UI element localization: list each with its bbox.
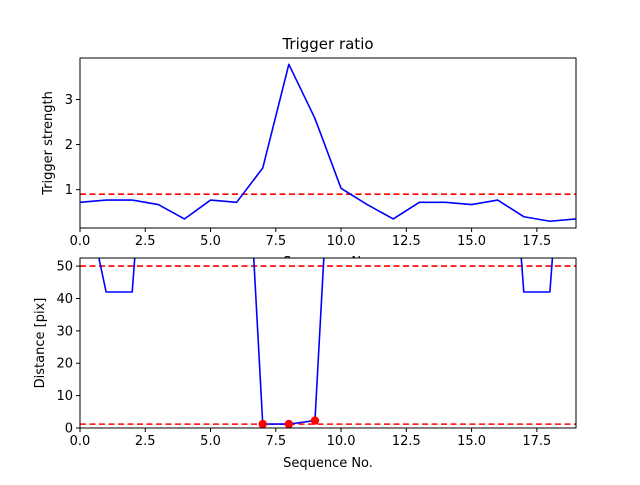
x-tick-label: 10.0 — [327, 434, 356, 449]
x-tick-label: 12.5 — [392, 234, 421, 249]
x-tick-label: 12.5 — [392, 434, 421, 449]
marked-point — [258, 419, 267, 428]
axis-ticks: 0.0 2.5 5.0 7.5 10.0 12.5 15.0 17.5 0 10 20 30 40 50 — [56, 260, 551, 449]
x-tick-label: 15.0 — [457, 234, 486, 249]
x-tick-label: 5.0 — [200, 234, 221, 249]
distance-chart: Distance [pix] Sequence No. 0.0 2.5 5.0 7.5… — [33, 257, 577, 471]
x-tick-label: 5.0 — [200, 434, 221, 449]
chart-title: Trigger ratio — [281, 35, 373, 53]
x-tick-label: 7.5 — [265, 434, 286, 449]
plot-area — [80, 258, 576, 428]
y-tick-label: 10 — [56, 389, 73, 404]
x-tick-label: 10.0 — [327, 234, 356, 249]
plot-area — [80, 63, 576, 223]
y-tick-label: 0 — [65, 422, 73, 437]
y-tick-label: 50 — [56, 260, 73, 275]
y-tick-label: 40 — [56, 292, 73, 307]
y-axis-label: Trigger strength — [41, 91, 56, 196]
y-tick-label: 30 — [56, 324, 73, 339]
y-tick-label: 3 — [65, 93, 73, 108]
y-tick-label: 2 — [65, 138, 73, 153]
x-tick-label: 7.5 — [265, 234, 286, 249]
x-tick-label: 17.5 — [522, 434, 551, 449]
series-line — [80, 63, 576, 223]
marked-point — [310, 416, 320, 425]
y-tick-label: 20 — [56, 357, 73, 372]
x-tick-label: 2.5 — [135, 434, 156, 449]
x-axis-label: Sequence No. — [283, 456, 373, 471]
axes-background — [80, 258, 576, 428]
x-tick-label: 0.0 — [70, 434, 91, 449]
axis-ticks: 0.0 2.5 5.0 7.5 10.0 12.5 15.0 17.5 1 2 3 — [65, 93, 552, 249]
marked-point — [284, 419, 294, 428]
y-tick-label: 1 — [65, 183, 73, 198]
axes-frame — [79, 257, 577, 429]
axes-frame — [79, 57, 577, 229]
trigger-ratio-chart: Trigger ratio Trigger strength Sequence … — [41, 35, 577, 270]
x-tick-label: 15.0 — [457, 434, 486, 449]
x-tick-label: 0.0 — [70, 234, 91, 249]
x-tick-label: 2.5 — [135, 234, 156, 249]
x-tick-label: 17.5 — [522, 234, 551, 249]
y-axis-label: Distance [pix] — [33, 298, 48, 389]
